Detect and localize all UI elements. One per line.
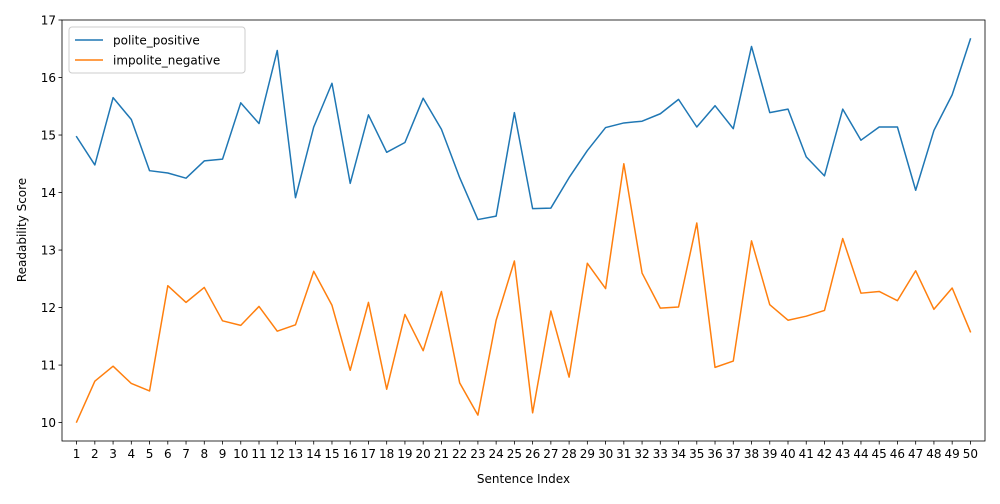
- x-tick-label: 20: [416, 447, 431, 461]
- x-tick-label: 2: [91, 447, 99, 461]
- x-tick-label: 31: [616, 447, 631, 461]
- x-tick-label: 4: [127, 447, 135, 461]
- x-tick-label: 36: [707, 447, 722, 461]
- x-tick-label: 25: [507, 447, 522, 461]
- x-tick-label: 16: [343, 447, 358, 461]
- x-tick-label: 17: [361, 447, 376, 461]
- x-tick-label: 26: [525, 447, 540, 461]
- x-tick-label: 22: [452, 447, 467, 461]
- y-tick-label: 13: [41, 244, 56, 258]
- x-tick-label: 42: [817, 447, 832, 461]
- y-tick-label: 15: [41, 129, 56, 143]
- plot-area: [75, 38, 972, 424]
- x-tick-label: 43: [835, 447, 850, 461]
- x-tick-label: 50: [963, 447, 978, 461]
- x-tick-label: 49: [945, 447, 960, 461]
- axes: 1 2 3 4 5 6 7 8 9 10 11 12 13 14 15 16 17 18 19 20 21 22 23 24 2…: [41, 14, 986, 461]
- x-tick-label: 32: [634, 447, 649, 461]
- x-tick-label: 19: [397, 447, 412, 461]
- x-tick-label: 13: [288, 447, 303, 461]
- x-tick-label: 14: [306, 447, 321, 461]
- x-tick-label: 38: [744, 447, 759, 461]
- x-tick-label: 12: [270, 447, 285, 461]
- x-tick-label: 23: [470, 447, 485, 461]
- y-tick-label: 10: [41, 416, 56, 430]
- x-tick-label: 37: [726, 447, 741, 461]
- x-tick-label: 7: [182, 447, 190, 461]
- y-axis-label: Readability Score: [15, 178, 29, 282]
- y-tick-label: 17: [41, 14, 56, 28]
- y-tick-label: 11: [41, 359, 56, 373]
- x-tick-label: 15: [324, 447, 339, 461]
- x-tick-label: 21: [434, 447, 449, 461]
- legend: polite_positive impolite_negative: [68, 26, 246, 74]
- series-line-polite-positive: [75, 38, 972, 221]
- x-tick-label: 8: [200, 447, 208, 461]
- x-tick-label: 1: [73, 447, 81, 461]
- x-tick-label: 30: [598, 447, 613, 461]
- x-tick-label: 11: [251, 447, 266, 461]
- legend-label-polite-positive: polite_positive: [113, 34, 200, 48]
- legend-box: [68, 26, 246, 74]
- x-tick-label: 29: [580, 447, 595, 461]
- x-tick-label: 3: [109, 447, 117, 461]
- x-tick-label: 44: [853, 447, 868, 461]
- x-tick-label: 28: [561, 447, 576, 461]
- x-tick-label: 9: [219, 447, 227, 461]
- x-tick-label: 5: [146, 447, 154, 461]
- x-tick-label: 45: [872, 447, 887, 461]
- x-tick-label: 46: [890, 447, 905, 461]
- axes-frame: [61, 19, 986, 442]
- x-tick-label: 10: [233, 447, 248, 461]
- x-tick-label: 39: [762, 447, 777, 461]
- x-tick-label: 35: [689, 447, 704, 461]
- x-tick-label: 6: [164, 447, 172, 461]
- x-axis-label: Sentence Index: [477, 472, 570, 486]
- y-tick-label: 16: [41, 71, 56, 85]
- x-tick-label: 34: [671, 447, 686, 461]
- legend-label-impolite-negative: impolite_negative: [113, 54, 220, 68]
- y-tick-label: 14: [41, 186, 56, 200]
- x-tick-label: 33: [653, 447, 668, 461]
- x-tick-label: 47: [908, 447, 923, 461]
- x-tick-label: 27: [543, 447, 558, 461]
- x-tick-label: 48: [926, 447, 941, 461]
- x-tick-label: 18: [379, 447, 394, 461]
- series-line-impolite-negative: [75, 163, 972, 424]
- y-tick-label: 12: [41, 301, 56, 315]
- x-tick-label: 40: [780, 447, 795, 461]
- x-tick-label: 24: [488, 447, 503, 461]
- x-tick-label: 41: [799, 447, 814, 461]
